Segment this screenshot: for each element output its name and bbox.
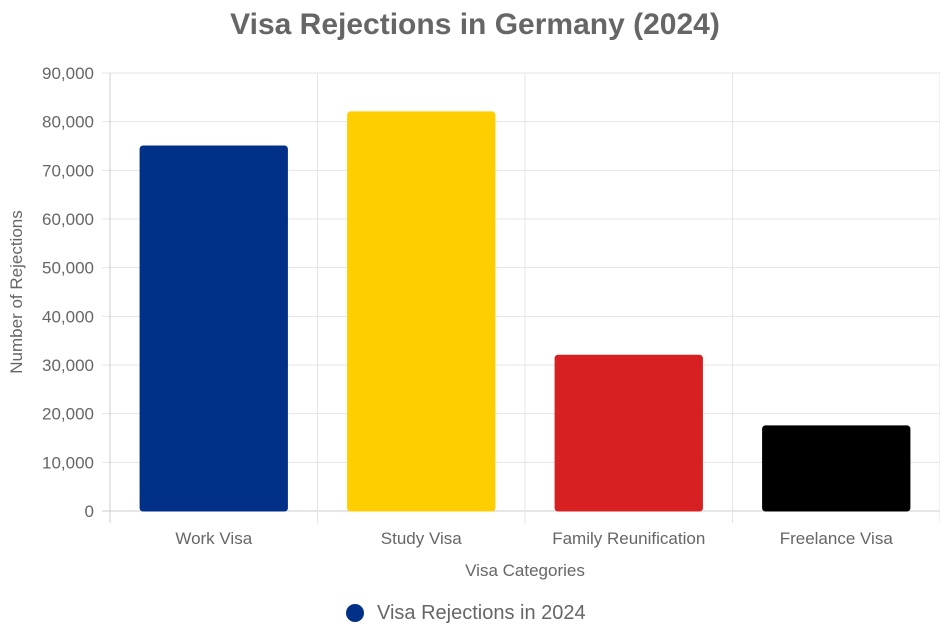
legend-label: Visa Rejections in 2024: [377, 602, 586, 624]
x-axis-label: Visa Categories: [465, 561, 585, 580]
bar-family-reunification[interactable]: [554, 354, 703, 512]
y-tick-label: 50,000: [42, 259, 94, 278]
y-tick-label: 20,000: [42, 405, 94, 424]
x-axis-ticks: Work Visa Study Visa Family Reunification F…: [175, 529, 893, 548]
legend[interactable]: Visa Rejections in 2024: [346, 602, 586, 624]
bar-study-visa[interactable]: [347, 111, 496, 512]
bars-layer: [139, 111, 911, 512]
bar-work-visa[interactable]: [139, 145, 288, 512]
y-tick-label: 90,000: [42, 64, 94, 83]
y-tick-label: 80,000: [42, 113, 94, 132]
legend-swatch-icon: [346, 604, 364, 622]
y-tick-label: 70,000: [42, 161, 94, 180]
y-axis-label: Number of Rejections: [7, 210, 26, 373]
bar-freelance-visa[interactable]: [762, 425, 911, 512]
y-tick-label: 40,000: [42, 307, 94, 326]
x-tick-label: Family Reunification: [552, 529, 705, 548]
y-tick-label: 10,000: [42, 453, 94, 472]
y-tick-label: 30,000: [42, 356, 94, 375]
x-tick-label: Study Visa: [381, 529, 463, 548]
y-tick-label: 0: [85, 502, 94, 521]
y-axis-ticks: 0 10,000 20,000 30,000 40,000 50,000 60,000 70,…: [42, 64, 94, 521]
chart-title: Visa Rejections in Germany (2024): [230, 8, 720, 41]
y-tick-label: 60,000: [42, 210, 94, 229]
x-tick-label: Work Visa: [175, 529, 252, 548]
x-tick-label: Freelance Visa: [780, 529, 894, 548]
